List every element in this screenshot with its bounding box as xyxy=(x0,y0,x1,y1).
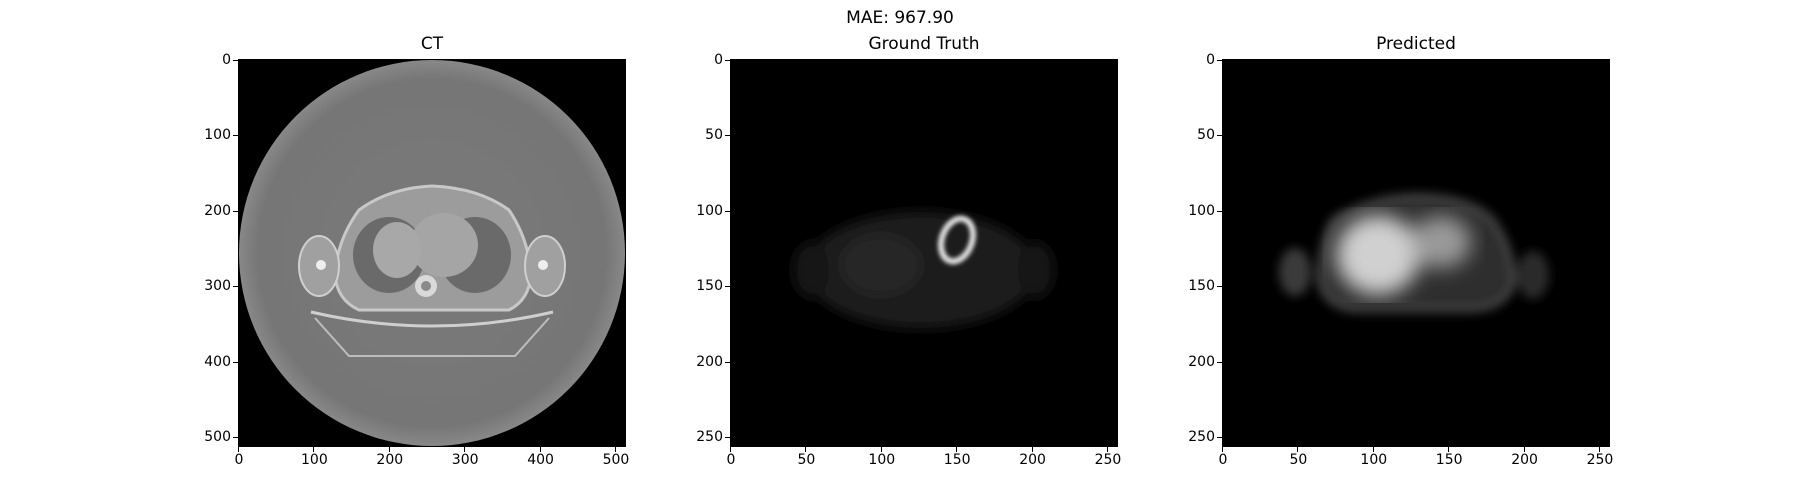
y-tick-label: 50 xyxy=(683,127,731,143)
figure-suptitle: MAE: 967.90 xyxy=(846,8,954,28)
y-tick-label: 500 xyxy=(191,429,239,445)
x-tick-label: 0 xyxy=(219,446,259,468)
y-tick-label: 0 xyxy=(191,52,239,68)
predicted-image xyxy=(1223,60,1609,446)
y-tick-label: 0 xyxy=(1175,52,1223,68)
x-tick-label: 500 xyxy=(596,446,636,468)
y-tick-label: 400 xyxy=(191,354,239,370)
x-tick-label: 100 xyxy=(1354,446,1394,468)
x-tick-label: 150 xyxy=(1429,446,1469,468)
x-tick-label: 150 xyxy=(937,446,977,468)
gt-myocardium-uptake xyxy=(938,215,976,265)
y-tick-label: 0 xyxy=(683,52,731,68)
ground-truth-panel: Ground Truth 0 50 100 150 200 250 0 50 100 150 200… xyxy=(696,34,1121,468)
x-tick-label: 200 xyxy=(1505,446,1545,468)
predicted-panel: Predicted 0 50 100 150 200 250 0 50 100 150 200 250 xyxy=(1188,34,1613,468)
y-tick-label: 200 xyxy=(683,354,731,370)
x-tick-label: 200 xyxy=(370,446,410,468)
x-tick-label: 0 xyxy=(711,446,751,468)
y-tick-label: 250 xyxy=(683,429,731,445)
x-tick-label: 0 xyxy=(1203,446,1243,468)
y-tick-label: 100 xyxy=(1175,203,1223,219)
y-tick-label: 250 xyxy=(1175,429,1223,445)
y-tick-label: 200 xyxy=(1175,354,1223,370)
y-tick-label: 150 xyxy=(1175,278,1223,294)
predicted-title: Predicted xyxy=(1376,34,1456,54)
y-tick-label: 100 xyxy=(683,203,731,219)
ct-image xyxy=(239,60,625,446)
ct-panel: CT 0 100 200 300 400 500 0 100 200 300 400 500 xyxy=(204,34,629,468)
y-tick-label: 200 xyxy=(191,203,239,219)
ct-liver-dome xyxy=(373,222,421,278)
ground-truth-title: Ground Truth xyxy=(868,34,980,54)
x-tick-label: 400 xyxy=(521,446,561,468)
ct-heart xyxy=(410,213,478,277)
y-tick-label: 50 xyxy=(1175,127,1223,143)
y-tick-label: 300 xyxy=(191,278,239,294)
x-tick-label: 250 xyxy=(1088,446,1128,468)
ground-truth-image xyxy=(731,60,1117,446)
x-tick-label: 250 xyxy=(1580,446,1620,468)
x-tick-label: 50 xyxy=(1278,446,1318,468)
ct-title: CT xyxy=(420,34,444,54)
pred-liver-uptake xyxy=(1336,215,1471,295)
x-tick-label: 100 xyxy=(862,446,902,468)
x-tick-label: 50 xyxy=(786,446,826,468)
ct-table xyxy=(310,310,554,328)
x-tick-label: 100 xyxy=(294,446,334,468)
x-tick-label: 200 xyxy=(1013,446,1053,468)
y-tick-label: 150 xyxy=(683,278,731,294)
y-tick-label: 100 xyxy=(191,127,239,143)
x-tick-label: 300 xyxy=(445,446,485,468)
gt-body-uptake xyxy=(793,212,1054,328)
